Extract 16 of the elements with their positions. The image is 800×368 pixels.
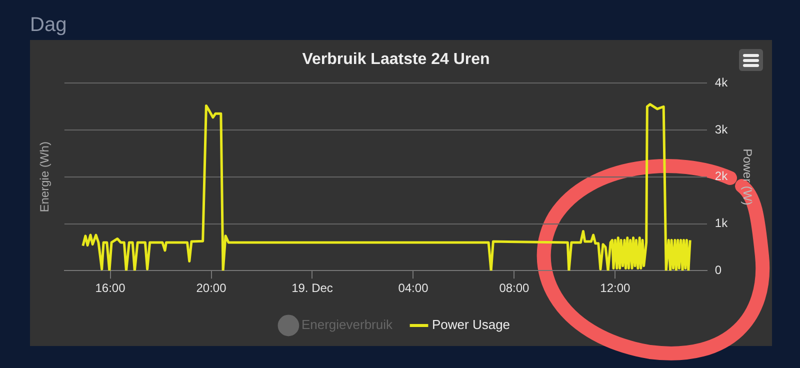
y2-tick-label: 2k xyxy=(714,169,729,184)
chart-title: Verbruik Laatste 24 Uren xyxy=(302,51,490,68)
x-tick-label: 20:00 xyxy=(196,281,227,296)
x-tick-label: 16:00 xyxy=(95,281,126,296)
y2-tick-label: 1k xyxy=(714,216,729,230)
x-tick-label: 19. Dec xyxy=(292,281,333,296)
y2-axis-title: Power (W) xyxy=(740,148,754,206)
x-tick-label: 04:00 xyxy=(398,281,429,296)
y-axis-title: Energie (Wh) xyxy=(38,142,52,212)
y2-tick-label: 3k xyxy=(714,122,729,136)
x-tick-label: 12:00 xyxy=(600,281,631,296)
chart-subtitle: Dag xyxy=(30,14,67,37)
legend-label: Power Usage xyxy=(432,317,510,332)
y2-tick-label: 0 xyxy=(714,262,722,277)
x-tick-label: 08:00 xyxy=(499,281,530,296)
y2-tick-label: 4k xyxy=(714,76,729,90)
